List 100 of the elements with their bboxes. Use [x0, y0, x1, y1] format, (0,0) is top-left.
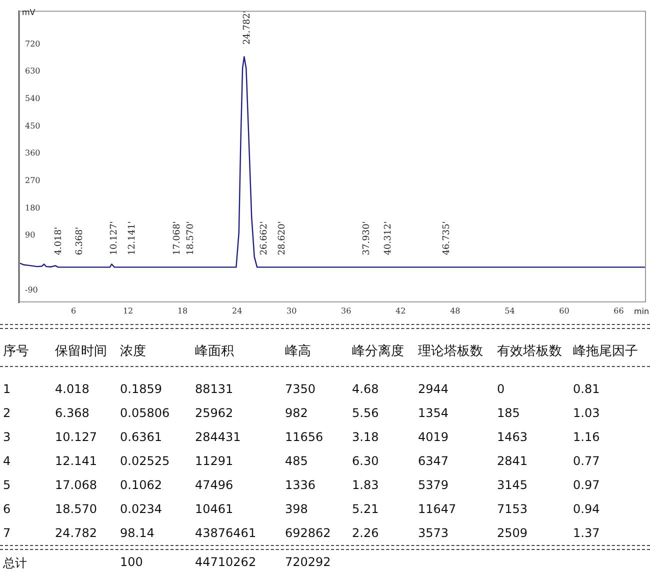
text: 浓度 — [120, 343, 146, 360]
y-tick-label: 180 — [25, 203, 40, 212]
text: 6 — [3, 502, 11, 516]
annotation: 46.735' — [442, 221, 452, 256]
text: 6.30 — [352, 454, 379, 468]
text: 0.1062 — [120, 478, 162, 492]
annotation: 24.782' — [242, 10, 253, 45]
x-tick-label: 42 — [396, 306, 406, 316]
text: 11291 — [195, 454, 234, 468]
text: 1336 — [285, 478, 316, 492]
text: 4.018 — [55, 382, 90, 396]
text: 有效塔板数 — [497, 343, 562, 360]
text: 11656 — [285, 430, 324, 444]
text: 5379 — [418, 478, 449, 492]
text: 3573 — [418, 526, 449, 540]
text: 4 — [3, 454, 11, 468]
text: 692862 — [285, 526, 331, 540]
text: 11647 — [418, 502, 456, 516]
annotation: 4.018' — [54, 226, 64, 256]
text: 4019 — [418, 430, 449, 444]
text: 0.97 — [573, 478, 600, 492]
annotation: 26.662' — [260, 221, 270, 256]
text: 485 — [285, 454, 308, 468]
text: 保留时间 — [55, 343, 107, 360]
text: 18.570 — [55, 502, 97, 516]
text: 峰拖尾因子 — [573, 343, 638, 360]
x-tick-label: 36 — [341, 306, 352, 316]
annotation: 12.141' — [128, 221, 138, 256]
annotation: 17.068' — [172, 221, 182, 256]
text: 2.26 — [352, 526, 379, 540]
text: 185 — [497, 406, 520, 420]
text: 720292 — [285, 555, 331, 569]
text: 12.141 — [55, 454, 97, 468]
text: 5 — [3, 478, 11, 492]
text: 1.16 — [573, 430, 600, 444]
text: 5.56 — [352, 406, 379, 420]
y-tick-label: 90 — [25, 230, 36, 240]
text: 序号 — [3, 343, 29, 360]
text: 0.02525 — [120, 454, 170, 468]
text: 17.068 — [55, 478, 97, 492]
text: 峰分离度 — [352, 343, 404, 360]
text: 7 — [3, 526, 11, 540]
text: 1354 — [418, 406, 449, 420]
annotation: 37.930' — [362, 221, 372, 256]
text: 2 — [3, 406, 11, 420]
text: 24.782 — [55, 526, 97, 540]
text: 10461 — [195, 502, 234, 516]
text: 2944 — [418, 382, 449, 396]
x-tick-label: 18 — [177, 306, 188, 316]
x-tick-label: 24 — [232, 306, 242, 316]
x-tick-label: 6 — [70, 306, 76, 316]
text: 总计 — [3, 555, 27, 572]
x-tick-label: 12 — [122, 306, 134, 316]
text: 10.127 — [55, 430, 97, 444]
text: 0 — [497, 382, 505, 396]
text: 0.94 — [573, 502, 600, 516]
text: 98.14 — [120, 526, 154, 540]
annotation: 18.570' — [186, 221, 196, 256]
text: 峰高 — [285, 343, 311, 360]
text: 43876461 — [195, 526, 256, 540]
text: 25962 — [195, 406, 234, 420]
y-tick-label: 720 — [25, 39, 40, 48]
text: 284431 — [195, 430, 241, 444]
x-tick-label: 60 — [559, 306, 570, 316]
y-tick-label: -90 — [25, 285, 38, 294]
text: 3 — [3, 430, 11, 444]
text: 100 — [120, 555, 143, 569]
text: 4.68 — [352, 382, 379, 396]
text: 2509 — [497, 526, 528, 540]
text: 5.21 — [352, 502, 379, 516]
text: 3145 — [497, 478, 528, 492]
text: 峰面积 — [195, 343, 234, 360]
text: 7153 — [497, 502, 528, 516]
text: 398 — [285, 502, 308, 516]
text: 88131 — [195, 382, 234, 396]
annotation: 10.127' — [109, 221, 120, 256]
text: 1463 — [497, 430, 528, 444]
y-tick-label: 630 — [25, 66, 40, 76]
text: 44710262 — [195, 555, 256, 569]
text: 6.368 — [55, 406, 90, 420]
y-tick-label: 540 — [25, 94, 40, 103]
text: 1 — [3, 382, 11, 396]
text: 982 — [285, 406, 308, 420]
text: 1.83 — [352, 478, 379, 492]
text: 2841 — [497, 454, 528, 468]
y-tick-label: 270 — [25, 176, 40, 185]
y-tick-label: 360 — [25, 148, 40, 158]
y-axis-title: mV — [22, 8, 36, 17]
text: 6347 — [418, 454, 449, 468]
text: 0.0234 — [120, 502, 162, 516]
text: 1.37 — [573, 526, 600, 540]
text: 0.77 — [573, 454, 600, 468]
x-tick-label: 66 — [614, 306, 624, 316]
text: 0.1859 — [120, 382, 162, 396]
y-tick-label: 450 — [25, 121, 40, 130]
text: 理论塔板数 — [418, 343, 483, 360]
text: 1.03 — [573, 406, 600, 420]
x-axis-title: min — [634, 307, 650, 316]
text: 7350 — [285, 382, 316, 396]
text: 0.6361 — [120, 430, 162, 444]
